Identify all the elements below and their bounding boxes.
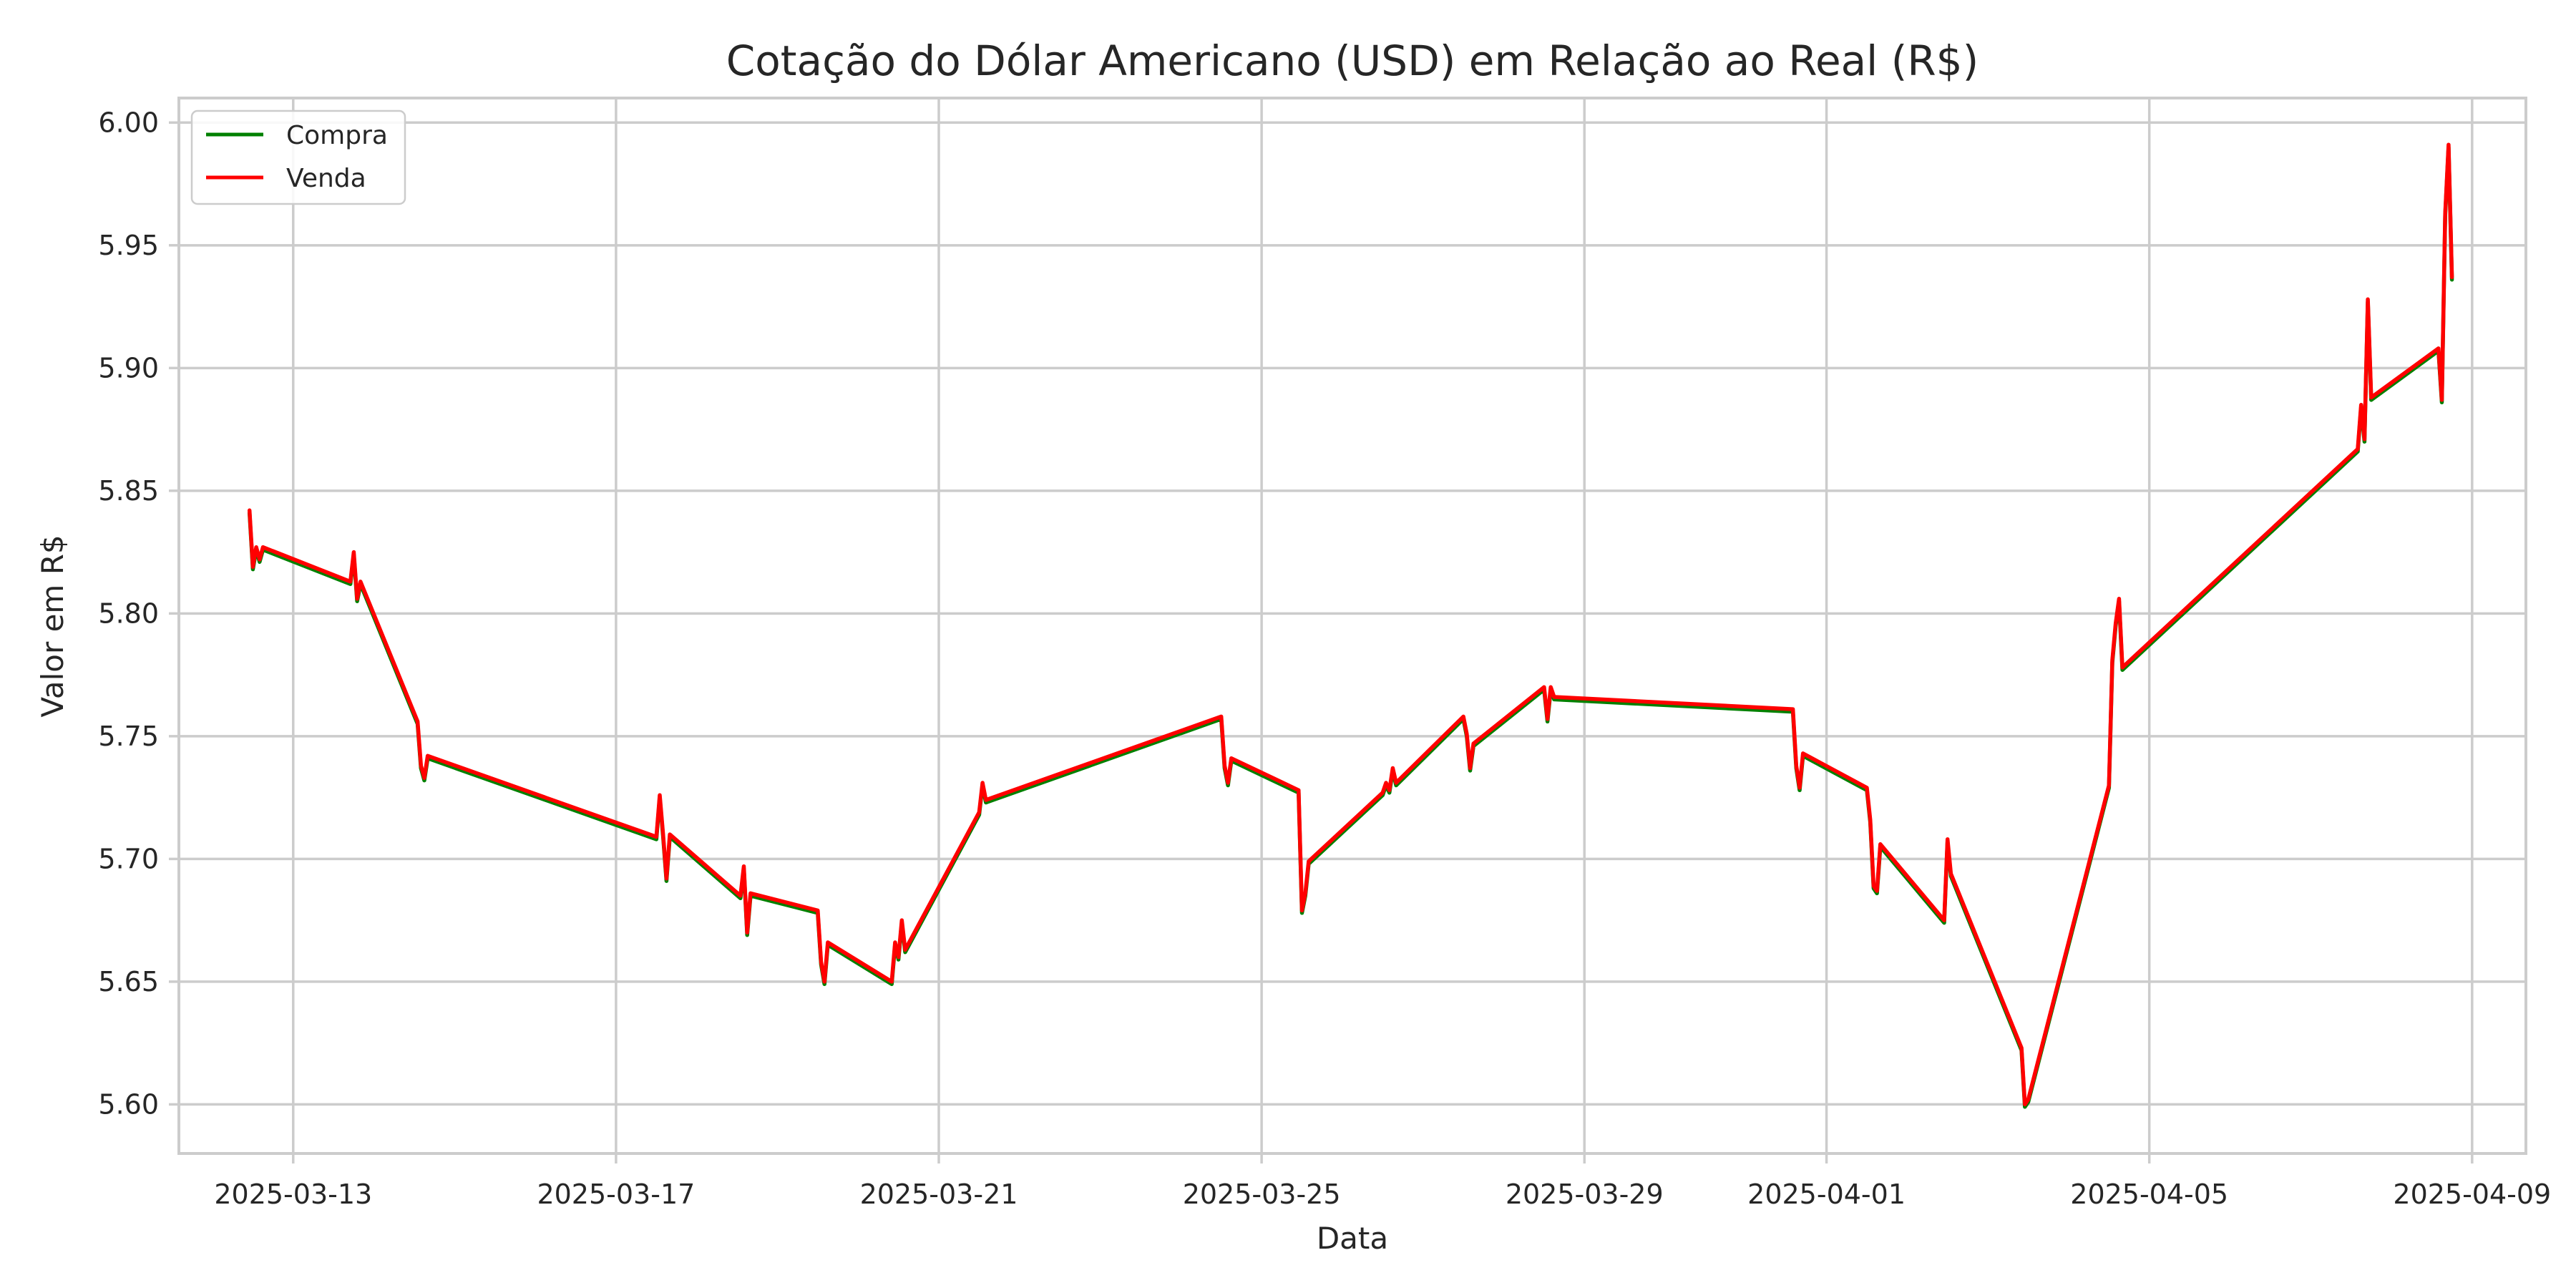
legend-label-venda: Venda (286, 164, 366, 193)
y-tick-label: 5.80 (98, 597, 159, 629)
series-layer (247, 142, 2454, 1109)
series-line-venda (247, 142, 2454, 1107)
y-axis-ticks: 5.60 5.65 5.70 5.75 5.80 5.85 5.90 5.95 6.00 (98, 107, 179, 1120)
chart-title: Cotação do Dólar Americano (USD) em Rela… (726, 36, 1979, 85)
x-axis-label: Data (1317, 1221, 1388, 1256)
legend-label-compra: Compra (286, 121, 388, 150)
x-tick-label: 2025-03-17 (537, 1179, 695, 1210)
x-tick-label: 2025-03-29 (1506, 1179, 1664, 1210)
y-tick-label: 5.60 (98, 1088, 159, 1120)
x-tick-label: 2025-03-13 (214, 1179, 372, 1210)
y-tick-label: 5.90 (98, 352, 159, 384)
grid (179, 98, 2526, 1153)
legend: Compra Venda (190, 109, 406, 205)
plot-frame (177, 97, 2527, 1155)
x-tick-label: 2025-03-25 (1183, 1179, 1341, 1210)
y-tick-label: 5.75 (98, 721, 159, 752)
x-tick-label: 2025-04-09 (2393, 1179, 2551, 1210)
x-axis-ticks: 2025-03-13 2025-03-17 2025-03-21 2025-03-25… (214, 1153, 2551, 1210)
x-tick-label: 2025-04-05 (2070, 1179, 2228, 1210)
y-tick-label: 6.00 (98, 107, 159, 138)
x-tick-label: 2025-03-21 (860, 1179, 1018, 1210)
y-tick-label: 5.70 (98, 843, 159, 874)
x-tick-label: 2025-04-01 (1747, 1179, 1906, 1210)
y-axis-label: Valor em R$ (35, 535, 70, 717)
y-tick-label: 5.65 (98, 966, 159, 997)
y-tick-label: 5.85 (98, 475, 159, 507)
y-tick-label: 5.95 (98, 230, 159, 261)
